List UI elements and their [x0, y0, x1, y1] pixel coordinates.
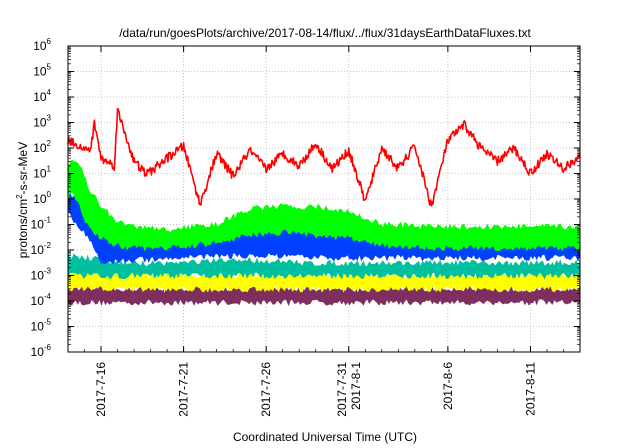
x-tick-label: 2017-7-21 [177, 362, 191, 417]
y-tick-labels: 10-6 10-5 10-4 10-3 10-2 10-1 100 101 102 103 104 1… [31, 37, 52, 359]
x-tick-label: 2017-8-11 [523, 362, 537, 416]
y-tick-label: 10-2 [31, 241, 52, 257]
x-tick-label: 2017-7-16 [94, 362, 108, 417]
x-tick-label: 2017-7-26 [259, 362, 273, 417]
y-tick-label: 10-1 [31, 216, 52, 232]
y-tick-label: 10-6 [31, 343, 52, 359]
y-axis-label: protons/cm2-s-sr-MeV [15, 142, 30, 258]
y-tick-label: 106 [33, 37, 51, 53]
chart-title: /data/run/goesPlots/archive/2017-08-14/f… [119, 26, 531, 40]
y-tick-label: 103 [33, 114, 51, 130]
x-tick-label: 2017-8-6 [441, 362, 455, 410]
x-tick-label: 2017-7-31 [335, 362, 349, 417]
y-tick-label: 105 [33, 63, 51, 79]
y-tick-label: 102 [33, 139, 51, 155]
x-tick-label: 2017-8-1 [349, 362, 363, 410]
y-tick-label: 10-5 [31, 318, 52, 334]
gridlines [68, 46, 580, 352]
y-tick-label: 10-4 [31, 292, 52, 308]
y-tick-label: 10-3 [31, 267, 52, 283]
tick-marks [67, 45, 581, 353]
series-group [67, 107, 581, 307]
x-tick-labels: 2017-7-16 2017-7-21 2017-7-26 2017-7-31 2017… [94, 362, 537, 417]
x-axis-label: Coordinated Universal Time (UTC) [233, 430, 417, 444]
y-tick-label: 101 [33, 165, 51, 181]
y-tick-label: 104 [33, 88, 51, 104]
y-tick-label: 100 [33, 190, 51, 206]
series-line-5 [67, 107, 581, 207]
